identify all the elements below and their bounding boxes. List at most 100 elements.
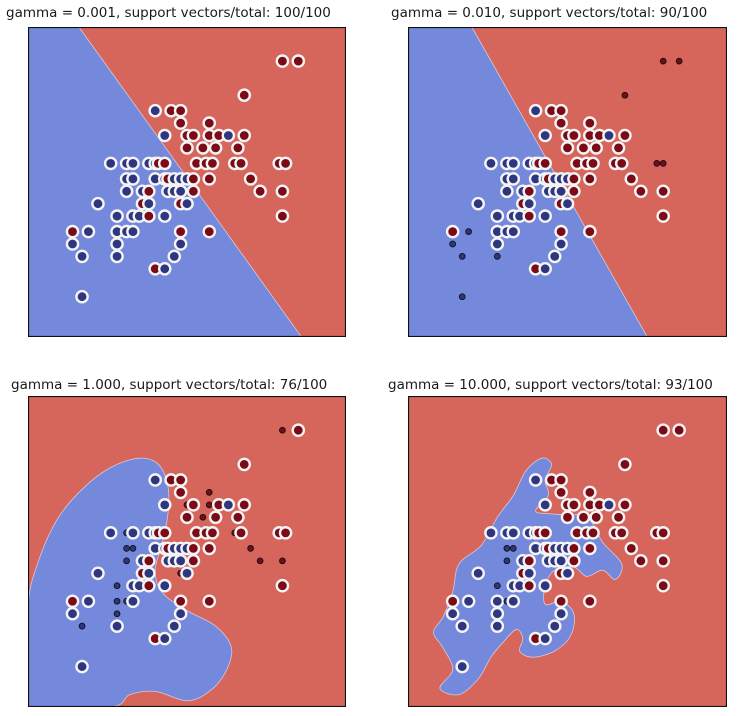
- support-vector-point: [576, 141, 591, 155]
- support-vector-point: [119, 184, 134, 199]
- support-vector-point: [65, 224, 80, 239]
- support-vector-point: [560, 566, 575, 581]
- support-vector-point: [614, 156, 629, 171]
- support-vector-point: [490, 594, 505, 609]
- data-point: [493, 253, 501, 260]
- axes-frame: [408, 396, 727, 707]
- data-point: [205, 501, 213, 509]
- support-vector-point: [173, 237, 188, 251]
- support-vector-point: [234, 526, 248, 540]
- support-vector-point: [471, 566, 485, 581]
- support-vector-point: [65, 606, 80, 621]
- data-point: [123, 545, 130, 552]
- support-vector-point: [656, 184, 670, 199]
- support-vector-point: [173, 594, 188, 609]
- support-vector-point: [522, 196, 537, 211]
- support-vector-point: [142, 209, 156, 223]
- support-vector-point: [506, 594, 521, 609]
- axes-frame: [408, 27, 727, 337]
- support-vector-point: [538, 631, 552, 646]
- support-vector-point: [586, 526, 600, 540]
- support-vector-point: [173, 184, 188, 199]
- support-vector-point: [126, 526, 140, 540]
- support-vector-point: [221, 128, 236, 143]
- support-vector-point: [602, 128, 616, 143]
- support-vector-point: [656, 423, 670, 438]
- support-vector-point: [110, 237, 124, 251]
- support-vector-point: [554, 554, 568, 568]
- data-point: [509, 545, 517, 552]
- support-vector-point: [611, 510, 626, 525]
- data-point: [503, 545, 511, 552]
- support-vector-point: [554, 606, 568, 621]
- support-vector-point: [237, 88, 252, 102]
- support-vector-point: [110, 619, 124, 633]
- support-vector-point: [461, 594, 476, 609]
- support-vector-point: [275, 209, 290, 223]
- support-vector-point: [231, 510, 245, 525]
- support-vector-point: [237, 457, 252, 472]
- support-vector-point: [75, 659, 89, 674]
- support-vector-point: [445, 224, 460, 239]
- support-vector-point: [278, 156, 293, 171]
- support-vector-point: [173, 116, 188, 130]
- support-vector-point: [586, 156, 600, 171]
- support-vector-point: [583, 172, 597, 186]
- panel-title-gamma-10.000: gamma = 10.000, support vectors/total: 9…: [388, 377, 713, 393]
- support-vector-point: [275, 54, 290, 68]
- support-vector-point: [554, 184, 568, 199]
- support-vector-point: [142, 578, 156, 593]
- support-vector-point: [142, 196, 156, 211]
- support-vector-point: [173, 224, 188, 239]
- support-vector-point: [490, 237, 505, 251]
- data-point: [653, 160, 661, 167]
- support-vector-point: [554, 594, 568, 609]
- data-point: [659, 160, 667, 167]
- support-vector-point: [656, 526, 670, 540]
- support-vector-point: [583, 541, 597, 556]
- support-vector-point: [91, 196, 105, 211]
- svm-plot-gamma-0.010: [408, 27, 727, 337]
- support-vector-point: [554, 485, 568, 500]
- axes-frame: [28, 396, 346, 707]
- support-vector-point: [560, 141, 575, 155]
- support-vector-point: [167, 619, 182, 633]
- support-vector-point: [589, 141, 604, 155]
- support-vector-point: [180, 566, 194, 581]
- support-vector-point: [567, 498, 581, 512]
- support-vector-point: [157, 156, 172, 171]
- support-vector-point: [618, 128, 632, 143]
- data-point: [458, 293, 466, 301]
- support-vector-point: [202, 541, 217, 556]
- support-vector-point: [567, 128, 581, 143]
- support-vector-point: [567, 541, 581, 556]
- support-vector-point: [148, 473, 162, 487]
- data-point: [113, 610, 121, 618]
- support-vector-point: [173, 554, 188, 568]
- support-vector-point: [614, 526, 629, 540]
- support-vector-point: [180, 141, 194, 155]
- data-point: [256, 557, 264, 565]
- support-vector-point: [618, 457, 632, 472]
- support-vector-point: [567, 184, 581, 199]
- support-vector-point: [173, 485, 188, 500]
- support-vector-point: [75, 289, 89, 304]
- support-vector-point: [196, 141, 210, 155]
- support-vector-point: [522, 566, 537, 581]
- support-vector-point: [445, 594, 460, 609]
- support-vector-point: [554, 473, 568, 487]
- support-vector-point: [560, 196, 575, 211]
- support-vector-point: [173, 606, 188, 621]
- support-vector-point: [142, 566, 156, 581]
- support-vector-point: [547, 619, 562, 633]
- support-vector-point: [490, 619, 505, 633]
- support-vector-point: [157, 578, 172, 593]
- support-vector-point: [506, 526, 521, 540]
- support-vector-point: [538, 526, 552, 540]
- support-vector-point: [528, 473, 543, 487]
- support-vector-point: [110, 249, 124, 264]
- support-vector-point: [538, 156, 552, 171]
- support-vector-point: [205, 526, 220, 540]
- support-vector-point: [173, 473, 188, 487]
- support-vector-point: [186, 498, 201, 512]
